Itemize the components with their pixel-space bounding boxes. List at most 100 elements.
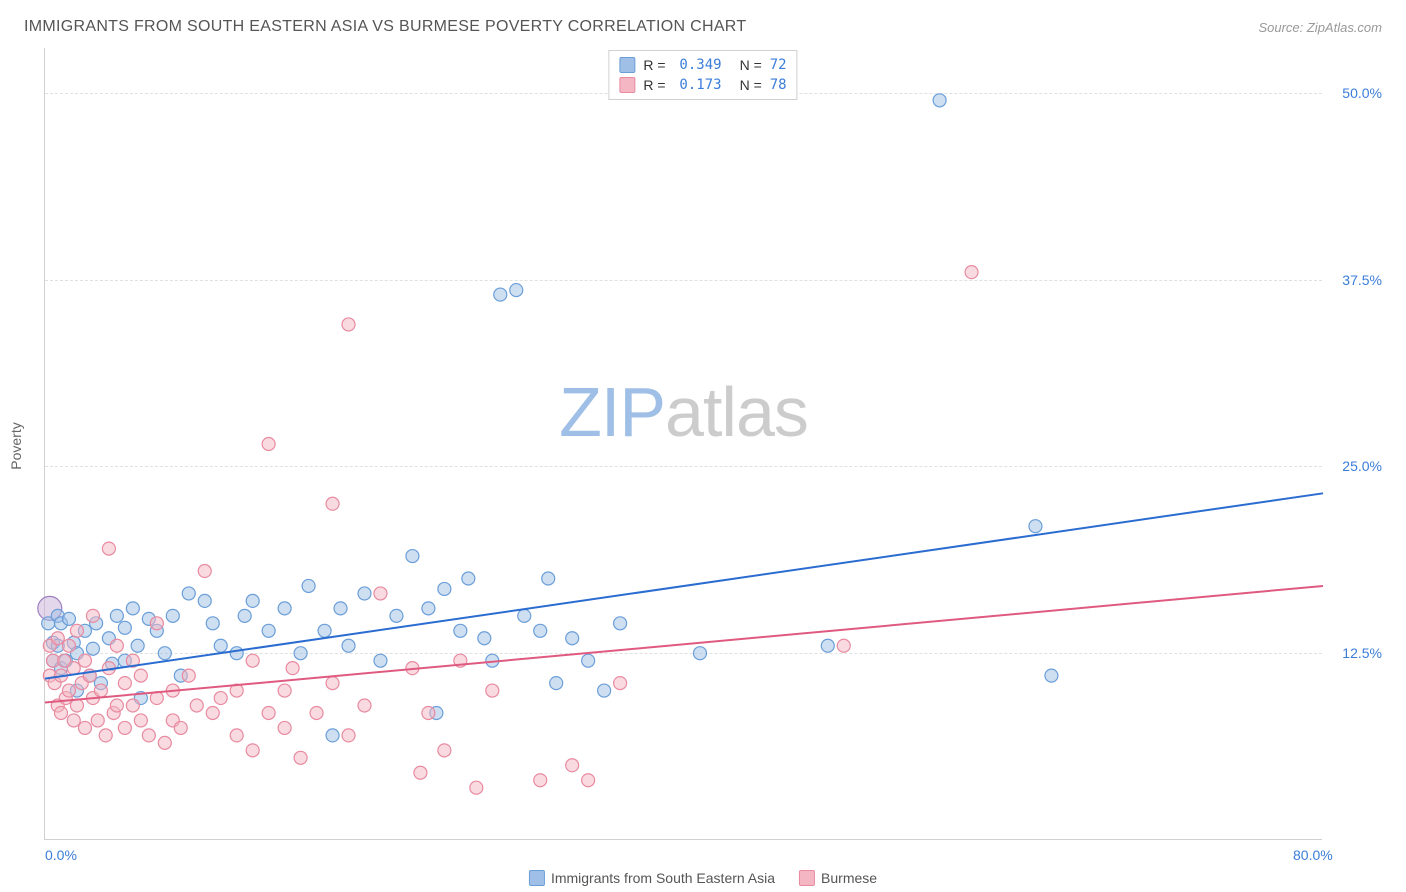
data-point — [230, 729, 243, 742]
data-point — [67, 662, 80, 675]
data-point — [150, 617, 163, 630]
trend-line — [45, 493, 1323, 678]
data-point — [158, 736, 171, 749]
data-point — [566, 759, 579, 772]
data-point — [566, 632, 579, 645]
header-bar: IMMIGRANTS FROM SOUTH EASTERN ASIA VS BU… — [24, 18, 1382, 36]
legend-r-label: R = — [643, 57, 665, 73]
data-point — [134, 714, 147, 727]
data-point — [326, 677, 339, 690]
data-point — [182, 587, 195, 600]
data-point — [51, 632, 64, 645]
data-point — [318, 624, 331, 637]
legend-series-label: Immigrants from South Eastern Asia — [551, 870, 775, 886]
data-point — [134, 669, 147, 682]
data-point — [302, 579, 315, 592]
data-point — [118, 677, 131, 690]
data-point — [374, 654, 387, 667]
data-point — [693, 647, 706, 660]
data-point — [246, 744, 259, 757]
data-point — [478, 632, 491, 645]
data-point — [126, 602, 139, 615]
data-point — [99, 729, 112, 742]
data-point — [390, 609, 403, 622]
data-point — [342, 318, 355, 331]
data-point — [54, 706, 67, 719]
data-point — [534, 774, 547, 787]
data-point — [206, 706, 219, 719]
data-point — [94, 684, 107, 697]
data-point — [837, 639, 850, 652]
data-point — [131, 639, 144, 652]
data-point — [198, 594, 211, 607]
legend-n-value: 72 — [770, 57, 787, 73]
x-tick-label: 0.0% — [45, 847, 77, 863]
data-point — [518, 609, 531, 622]
plot-area: ZIPatlas 12.5%25.0%37.5%50.0%0.0%80.0% — [44, 48, 1322, 840]
data-point — [494, 288, 507, 301]
y-tick-label: 25.0% — [1327, 458, 1382, 474]
data-point — [294, 751, 307, 764]
data-point — [62, 639, 75, 652]
data-point — [214, 639, 227, 652]
legend-swatch — [799, 870, 815, 886]
source-name: ZipAtlas.com — [1307, 20, 1382, 35]
data-point — [246, 654, 259, 667]
legend-r-value: 0.349 — [674, 57, 722, 73]
data-point — [470, 781, 483, 794]
legend-r-label: R = — [643, 77, 665, 93]
legend-correlation: R = 0.349 N = 72 R = 0.173 N = 78 — [608, 50, 797, 100]
data-point — [278, 602, 291, 615]
data-point — [238, 609, 251, 622]
data-point — [110, 699, 123, 712]
data-point — [334, 602, 347, 615]
data-point — [422, 706, 435, 719]
data-point — [1045, 669, 1058, 682]
data-point — [582, 654, 595, 667]
legend-n-label: N = — [740, 57, 762, 73]
data-point — [67, 714, 80, 727]
x-tick-label: 80.0% — [1293, 847, 1333, 863]
data-point — [933, 94, 946, 107]
legend-n-value: 78 — [770, 77, 787, 93]
legend-swatch — [619, 57, 635, 73]
data-point — [110, 639, 123, 652]
data-point — [262, 624, 275, 637]
data-point — [510, 284, 523, 297]
trend-line — [45, 586, 1323, 703]
data-point — [598, 684, 611, 697]
data-point — [342, 639, 355, 652]
legend-swatch — [529, 870, 545, 886]
data-point — [542, 572, 555, 585]
data-point — [142, 729, 155, 742]
legend-series-item: Immigrants from South Eastern Asia — [529, 870, 775, 886]
y-axis-title: Poverty — [8, 422, 24, 469]
data-point — [614, 677, 627, 690]
data-point — [486, 684, 499, 697]
source-credit: Source: ZipAtlas.com — [1258, 20, 1382, 35]
data-point — [422, 602, 435, 615]
y-tick-label: 12.5% — [1327, 645, 1382, 661]
data-point — [166, 609, 179, 622]
legend-r-value: 0.173 — [674, 77, 722, 93]
data-point — [286, 662, 299, 675]
legend-series-label: Burmese — [821, 870, 877, 886]
legend-n-label: N = — [740, 77, 762, 93]
data-point — [214, 692, 227, 705]
data-point — [534, 624, 547, 637]
source-prefix: Source: — [1258, 20, 1306, 35]
data-point — [62, 684, 75, 697]
data-point — [462, 572, 475, 585]
data-point — [406, 550, 419, 563]
data-point — [246, 594, 259, 607]
data-point — [965, 266, 978, 279]
data-point — [278, 684, 291, 697]
data-point — [110, 609, 123, 622]
data-point — [158, 647, 171, 660]
data-point — [118, 621, 131, 634]
legend-swatch — [619, 77, 635, 93]
data-point — [206, 617, 219, 630]
data-point — [78, 654, 91, 667]
legend-correlation-row: R = 0.349 N = 72 — [619, 55, 786, 75]
data-point — [262, 706, 275, 719]
